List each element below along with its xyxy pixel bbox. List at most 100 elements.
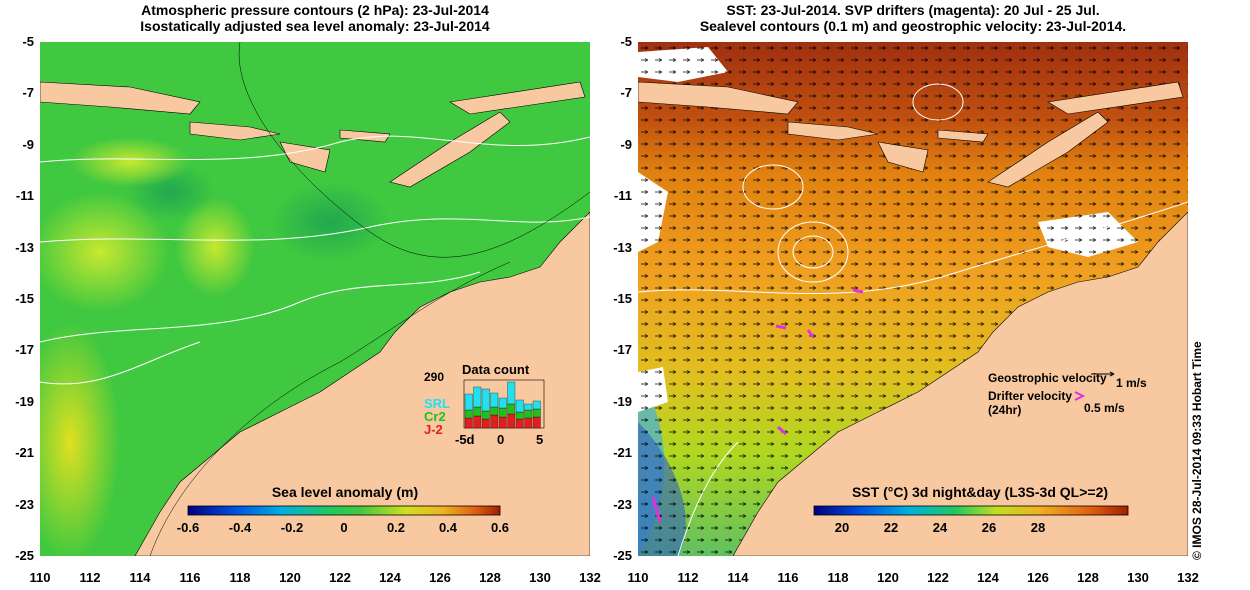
- sea-level-contour: [792, 235, 834, 269]
- inset-x-tick: 5: [536, 432, 544, 447]
- left-title-line1: Atmospheric pressure contours (2 hPa): 2…: [141, 2, 489, 18]
- y-tick-label: -7: [22, 85, 34, 101]
- y-tick-label: -19: [15, 393, 34, 409]
- pressure-contour: [40, 216, 590, 243]
- anomaly-blob: [270, 182, 390, 262]
- data-count-bar: [532, 416, 541, 429]
- sea-level-contour: [777, 221, 849, 283]
- right-map-title: SST: 23-Jul-2014. SVP drifters (magenta)…: [638, 2, 1188, 34]
- y-tick-label: -13: [15, 239, 34, 255]
- drifter-velocity-label: Drifter velocity: [988, 389, 1073, 403]
- sea-level-contour: [638, 201, 1188, 295]
- data-count-bar: [524, 403, 533, 411]
- sla-colorbar-tick: 0.2: [386, 520, 406, 535]
- left-map-title: Atmospheric pressure contours (2 hPa): 2…: [40, 2, 590, 34]
- data-count-bar: [498, 397, 507, 409]
- data-count-bar: [473, 386, 482, 408]
- x-tick-label: 126: [1027, 570, 1049, 585]
- sea-level-anomaly-map: [40, 42, 590, 556]
- sla-colorbar-tick: 0: [340, 520, 348, 535]
- data-count-bars: [464, 381, 541, 429]
- y-tick-label: -5: [22, 34, 34, 49]
- sla-colorbar-tick: 0.4: [438, 520, 458, 535]
- x-tick-label: 112: [79, 570, 101, 585]
- sla-colorbar-tick: -0.2: [280, 520, 304, 535]
- y-tick-label: -15: [15, 291, 34, 306]
- x-tick-label: 120: [877, 570, 899, 585]
- y-tick-label: -23: [15, 496, 34, 512]
- right-title-line1: SST: 23-Jul-2014. SVP drifters (magenta)…: [726, 2, 1100, 18]
- right-title-line2: Sealevel contours (0.1 m) and geostrophi…: [699, 18, 1127, 34]
- data-count-bar: [524, 417, 533, 429]
- flores-island: [449, 81, 586, 115]
- satellite-label: SRL: [424, 396, 450, 411]
- data-count-bar: [524, 409, 533, 419]
- drifter-track: [777, 425, 787, 436]
- x-tick-label: 130: [529, 570, 551, 585]
- y-tick-label: -11: [613, 188, 632, 204]
- imos-credit: © IMOS 28-Jul-2014 09:33 Hobart Time: [1190, 341, 1204, 560]
- sla-colorbar: [187, 505, 501, 516]
- inset-title: Data count: [462, 362, 530, 377]
- x-tick-label: 118: [827, 570, 849, 585]
- x-tick-label: 124: [379, 570, 401, 585]
- x-tick-label: 128: [1077, 570, 1099, 585]
- y-tick-label: -25: [15, 548, 34, 563]
- satellite-label: Cr2: [424, 409, 446, 424]
- pressure-contour: [40, 271, 481, 343]
- data-count-bar: [498, 416, 507, 429]
- sumba-island: [877, 141, 929, 173]
- x-tick-label: 122: [927, 570, 949, 585]
- anomaly-blob: [70, 137, 190, 187]
- data-count-bar: [490, 414, 499, 429]
- sla-map-canvas: [40, 42, 590, 556]
- data-count-bar: [481, 388, 490, 412]
- drifter-track: [775, 324, 787, 330]
- x-tick-label: 114: [129, 570, 151, 585]
- data-count-bar: [481, 410, 490, 420]
- bathymetry-contour: [238, 42, 590, 258]
- data-count-bar: [507, 381, 516, 405]
- data-count-bar: [498, 407, 507, 418]
- y-tick-label: -9: [22, 136, 34, 152]
- data-count-bar: [481, 418, 490, 429]
- sea-level-contour: [912, 83, 964, 121]
- x-tick-label: 116: [777, 570, 799, 585]
- drifter-velocity-sub: (24hr): [988, 403, 1022, 417]
- y-tick-label: -21: [15, 445, 34, 461]
- sst-colorbar-tick: 26: [981, 520, 997, 535]
- left-title-line2: Isostatically adjusted sea level anomaly…: [140, 18, 490, 34]
- timor-island: [987, 111, 1109, 188]
- geostrophic-velocity-label: Geostrophic velocity: [988, 371, 1107, 385]
- sst-map-canvas: [638, 42, 1188, 556]
- x-tick-label: 110: [29, 570, 51, 585]
- y-tick-label: -23: [613, 496, 632, 512]
- y-tick-label: -15: [613, 291, 632, 306]
- data-count-bar: [532, 400, 541, 410]
- x-tick-label: 128: [479, 570, 501, 585]
- data-count-bar: [515, 399, 524, 413]
- timor-island: [389, 111, 511, 188]
- anomaly-blob: [40, 192, 170, 312]
- x-tick-label: 112: [677, 570, 699, 585]
- inset-x-tick: 0: [497, 432, 505, 447]
- y-tick-label: -7: [620, 85, 632, 101]
- drifter-track: [806, 329, 815, 338]
- x-tick-label: 118: [229, 570, 251, 585]
- java-island: [40, 81, 201, 115]
- drifter-scale-arrow: [1074, 391, 1086, 401]
- sst-colorbar-title: SST (°C) 3d night&day (L3S-3d QL>=2): [851, 484, 1109, 500]
- data-count-bar: [515, 418, 524, 429]
- australia-landmass: [134, 211, 590, 556]
- pressure-contour: [40, 135, 590, 163]
- sla-colorbar-tick: -0.6: [176, 520, 200, 535]
- x-tick-label: 124: [977, 570, 999, 585]
- small-island: [937, 129, 989, 143]
- x-tick-label: 114: [727, 570, 749, 585]
- y-tick-label: -21: [613, 445, 632, 461]
- flores-island: [1047, 81, 1184, 115]
- lesser-sunda-island: [189, 121, 281, 141]
- australia-landmass: [732, 211, 1188, 556]
- anomaly-blob: [40, 322, 120, 556]
- lesser-sunda-island: [787, 121, 879, 141]
